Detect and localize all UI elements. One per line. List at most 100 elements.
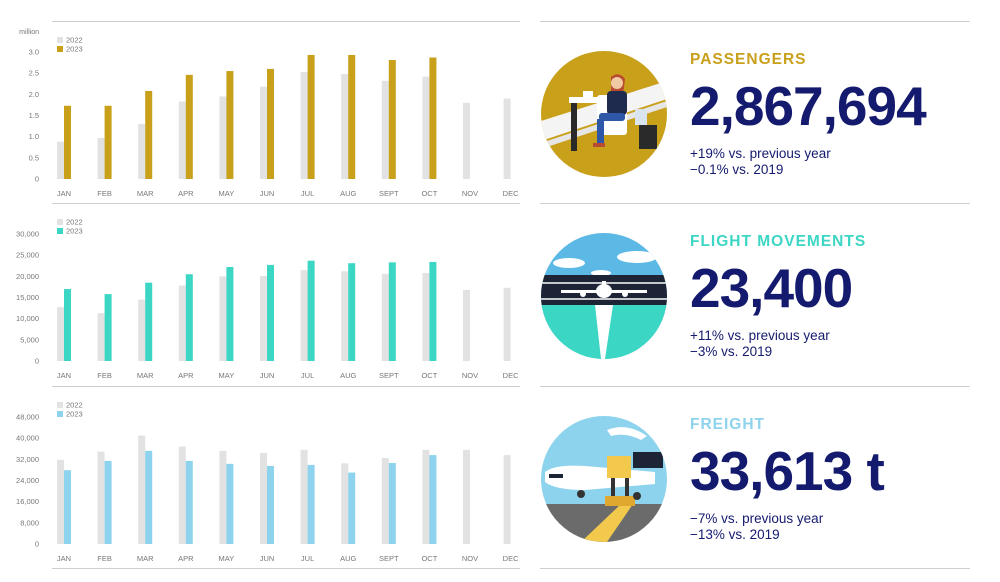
bar-2023 (185, 460, 193, 544)
bar-2022 (97, 313, 105, 361)
bar-2022 (381, 80, 389, 179)
bar-2023 (64, 105, 71, 179)
bar-2023 (429, 261, 437, 361)
passengers-value: 2,867,694 (690, 75, 927, 137)
y-tick-label: 1.0 (29, 132, 39, 141)
bar-2023 (388, 60, 396, 179)
bar-2022 (138, 299, 146, 361)
legend-swatch (57, 46, 63, 52)
bar-2022 (97, 451, 105, 544)
x-tick-label: APR (178, 189, 194, 198)
bar-2023 (64, 470, 71, 544)
y-tick-label: 32,000 (16, 455, 39, 464)
x-tick-label: OCT (421, 371, 437, 380)
passenger-icon (541, 51, 667, 177)
flight-movements-value: 23,400 (690, 257, 853, 319)
bar-2022 (178, 446, 186, 544)
unit-label: million (19, 29, 39, 36)
bar-2022 (463, 102, 470, 179)
x-tick-label: MAY (219, 554, 235, 563)
freight-value: 33,613 t (690, 440, 885, 502)
x-tick-label: FEB (97, 189, 112, 198)
y-tick-label: 3.0 (29, 48, 39, 57)
bar-2022 (422, 76, 430, 179)
bar-2023 (104, 294, 112, 361)
legend-swatch (57, 37, 63, 43)
freight-title: FREIGHT (690, 416, 766, 433)
bar-2022 (381, 273, 389, 361)
legend-label: 2023 (66, 45, 83, 54)
bar-2023 (348, 263, 356, 361)
bar-2023 (348, 472, 356, 544)
x-tick-label: JUL (301, 371, 314, 380)
x-tick-label: OCT (421, 189, 437, 198)
x-tick-label: AUG (340, 189, 356, 198)
x-tick-label: JUN (260, 554, 275, 563)
freight-change-previous-year: −7% vs. previous year (690, 511, 824, 526)
bar-2022 (422, 272, 430, 361)
bar-2023 (307, 464, 315, 544)
bar-2022 (341, 271, 349, 361)
bar-2023 (307, 54, 315, 179)
bar-2023 (348, 54, 356, 179)
bar-2022 (260, 452, 267, 544)
x-tick-label: FEB (97, 371, 112, 380)
legend-label: 2023 (66, 227, 83, 236)
flight-movements-change-2019: −3% vs. 2019 (690, 344, 773, 359)
x-tick-label: MAR (137, 189, 154, 198)
divider (52, 386, 520, 387)
x-tick-label: MAY (219, 189, 235, 198)
bar-2022 (503, 455, 511, 544)
bar-2023 (307, 260, 315, 361)
y-tick-label: 2.0 (29, 90, 39, 99)
bar-2022 (381, 458, 389, 544)
x-tick-label: JAN (57, 554, 71, 563)
bar-2022 (57, 141, 64, 179)
bar-2023 (267, 68, 274, 179)
x-tick-label: APR (178, 371, 194, 380)
x-tick-label: NOV (462, 371, 478, 380)
legend-swatch (57, 411, 63, 417)
freight-stat: FREIGHT 33,613 t −7% vs. previous year −… (690, 416, 990, 543)
passengers-title: PASSENGERS (690, 51, 807, 68)
bar-2022 (463, 449, 470, 544)
x-tick-label: AUG (340, 554, 356, 563)
bar-2022 (138, 435, 146, 544)
legend-label: 2022 (66, 36, 83, 45)
bar-2023 (64, 289, 71, 361)
divider (540, 203, 970, 204)
x-tick-label: JUN (260, 189, 275, 198)
bar-2022 (178, 101, 186, 179)
bar-2022 (178, 285, 186, 361)
x-tick-label: AUG (340, 371, 356, 380)
bar-2022 (138, 123, 146, 179)
bar-2022 (341, 74, 349, 179)
x-tick-label: DEC (503, 371, 519, 380)
bar-2022 (260, 275, 267, 361)
x-tick-label: DEC (503, 189, 519, 198)
y-tick-label: 5,000 (20, 335, 39, 344)
flight-movements-stat: FLIGHT MOVEMENTS 23,400 +11% vs. previou… (690, 233, 990, 360)
bar-2023 (267, 264, 274, 361)
legend-label: 2023 (66, 410, 83, 419)
bar-2022 (219, 96, 227, 179)
y-tick-label: 48,000 (16, 413, 39, 422)
bar-2023 (226, 463, 234, 544)
x-tick-label: JUN (260, 371, 275, 380)
freight-change-2019: −13% vs. 2019 (690, 527, 780, 542)
bar-2022 (300, 71, 308, 179)
x-tick-label: SEPT (379, 371, 399, 380)
bar-2022 (57, 459, 64, 544)
bar-2022 (300, 269, 308, 361)
bar-2023 (145, 450, 153, 544)
bar-2023 (226, 71, 234, 179)
x-tick-label: FEB (97, 554, 112, 563)
cargo-loading-icon (541, 416, 667, 542)
divider (540, 568, 970, 569)
bar-2022 (341, 463, 349, 544)
x-tick-label: NOV (462, 189, 478, 198)
x-tick-label: JAN (57, 189, 71, 198)
divider (52, 568, 520, 569)
bar-2023 (388, 262, 396, 361)
bar-2023 (388, 463, 396, 544)
